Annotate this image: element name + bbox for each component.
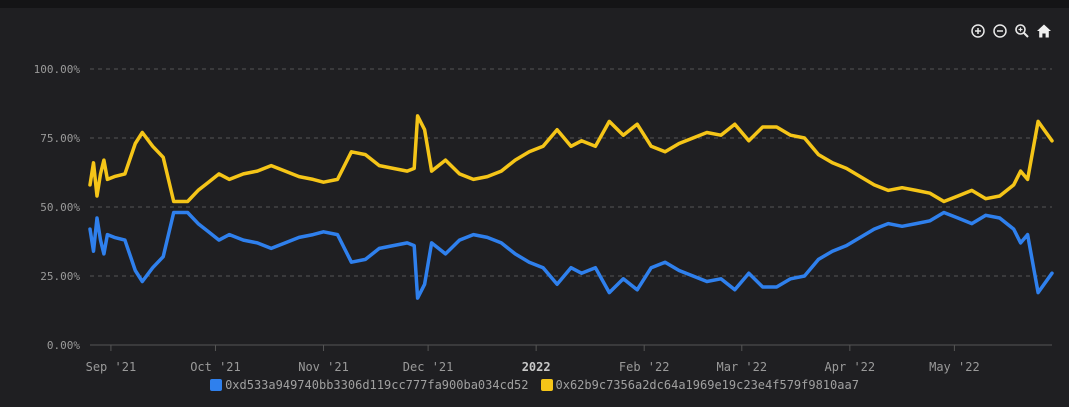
legend-item-series-1[interactable]: 0xd533a949740bb3306d119cc777fa900ba034cd…	[210, 378, 529, 392]
legend-item-series-2[interactable]: 0x62b9c7356a2dc64a1969e19c23e4f579f9810a…	[540, 378, 859, 392]
y-tick-label: 75.00%	[40, 132, 80, 145]
legend-swatch-yellow	[540, 379, 553, 391]
zoom-selection-icon[interactable]	[1013, 22, 1031, 40]
chart-toolbar	[969, 22, 1053, 40]
x-tick-label: 2022	[522, 360, 551, 374]
x-tick-label: Dec '21	[403, 360, 454, 374]
series-line-2[interactable]	[88, 114, 1054, 204]
x-tick-label: Nov '21	[298, 360, 349, 374]
legend-swatch-blue	[210, 379, 223, 391]
x-tick-label: Apr '22	[825, 360, 876, 374]
x-tick-label: Mar '22	[717, 360, 768, 374]
zoom-out-icon[interactable]	[991, 22, 1009, 40]
grid-lines	[90, 68, 1052, 346]
x-tick-label: Sep '21	[86, 360, 137, 374]
home-reset-icon[interactable]	[1035, 22, 1053, 40]
x-tick-label: Feb '22	[619, 360, 670, 374]
y-tick-label: 25.00%	[40, 270, 80, 283]
chart-legend: 0xd533a949740bb3306d119cc777fa900ba034cd…	[0, 378, 1069, 392]
y-tick-label: 50.00%	[40, 201, 80, 214]
x-tick-label: May '22	[929, 360, 980, 374]
top-strip	[0, 0, 1069, 8]
legend-label-series-1: 0xd533a949740bb3306d119cc777fa900ba034cd…	[225, 378, 529, 392]
y-tick-label: 0.00%	[47, 339, 80, 352]
x-tick-label: Oct '21	[190, 360, 241, 374]
zoom-in-icon[interactable]	[969, 22, 987, 40]
y-tick-label: 100.00%	[34, 63, 81, 76]
x-axis: Sep '21 Oct '21 Nov '21 Dec '21 2022 Feb '22 M…	[86, 345, 980, 374]
series-lines	[88, 114, 1054, 300]
legend-label-series-2: 0x62b9c7356a2dc64a1969e19c23e4f579f9810a…	[555, 378, 859, 392]
y-axis: 0.00% 25.00% 50.00% 75.00% 100.00%	[34, 63, 81, 352]
series-line-1[interactable]	[88, 210, 1054, 300]
